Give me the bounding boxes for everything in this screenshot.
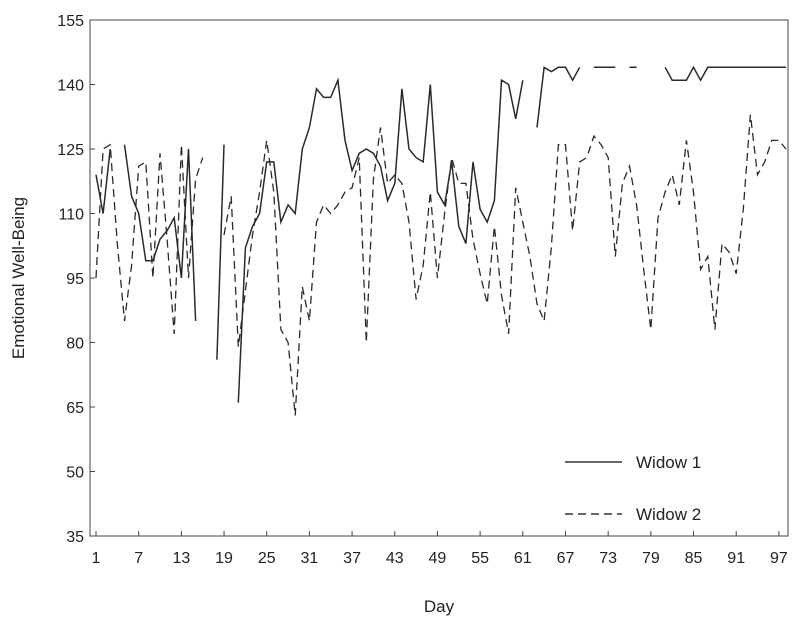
x-axis-title: Day (424, 597, 455, 616)
x-tick-label: 97 (770, 550, 788, 567)
x-axis: 1 7 13 19 25 31 37 43 49 55 61 67 73 79 85 91 97 (92, 531, 788, 567)
series-line-widow-2 (95, 114, 787, 416)
x-tick-label: 67 (557, 550, 575, 567)
x-tick-label: 61 (514, 550, 532, 567)
x-tick-label: 37 (343, 550, 361, 567)
x-tick-label: 91 (727, 550, 745, 567)
series-line-widow-1 (95, 65, 786, 403)
y-tick-label: 80 (66, 336, 84, 353)
x-tick-label: 7 (134, 550, 143, 567)
x-tick-label: 43 (386, 550, 404, 567)
y-tick-label: 35 (66, 529, 84, 546)
x-tick-label: 49 (429, 550, 447, 567)
y-tick-label: 50 (66, 465, 84, 482)
x-tick-label: 25 (258, 550, 276, 567)
x-tick-label: 13 (172, 550, 190, 567)
legend-label-widow-1: Widow 1 (636, 453, 701, 472)
x-tick-label: 19 (215, 550, 233, 567)
y-tick-label: 155 (57, 13, 84, 30)
y-tick-label: 110 (58, 207, 84, 224)
y-tick-label: 95 (66, 271, 84, 288)
x-tick-label: 31 (301, 550, 319, 567)
series-lines (95, 65, 787, 416)
x-tick-label: 85 (685, 550, 703, 567)
x-tick-label: 79 (642, 550, 660, 567)
y-tick-label: 65 (66, 400, 84, 417)
legend-label-widow-2: Widow 2 (636, 505, 701, 524)
x-tick-label: 55 (471, 550, 489, 567)
y-axis-title: Emotional Well-Being (9, 197, 28, 359)
x-tick-label: 73 (599, 550, 617, 567)
y-tick-label: 140 (57, 78, 84, 95)
x-tick-label: 1 (92, 550, 101, 567)
legend: Widow 1 Widow 2 (565, 453, 701, 524)
y-tick-label: 125 (57, 142, 84, 159)
y-axis: 35 50 65 80 95 110 125 140 155 (57, 13, 95, 546)
